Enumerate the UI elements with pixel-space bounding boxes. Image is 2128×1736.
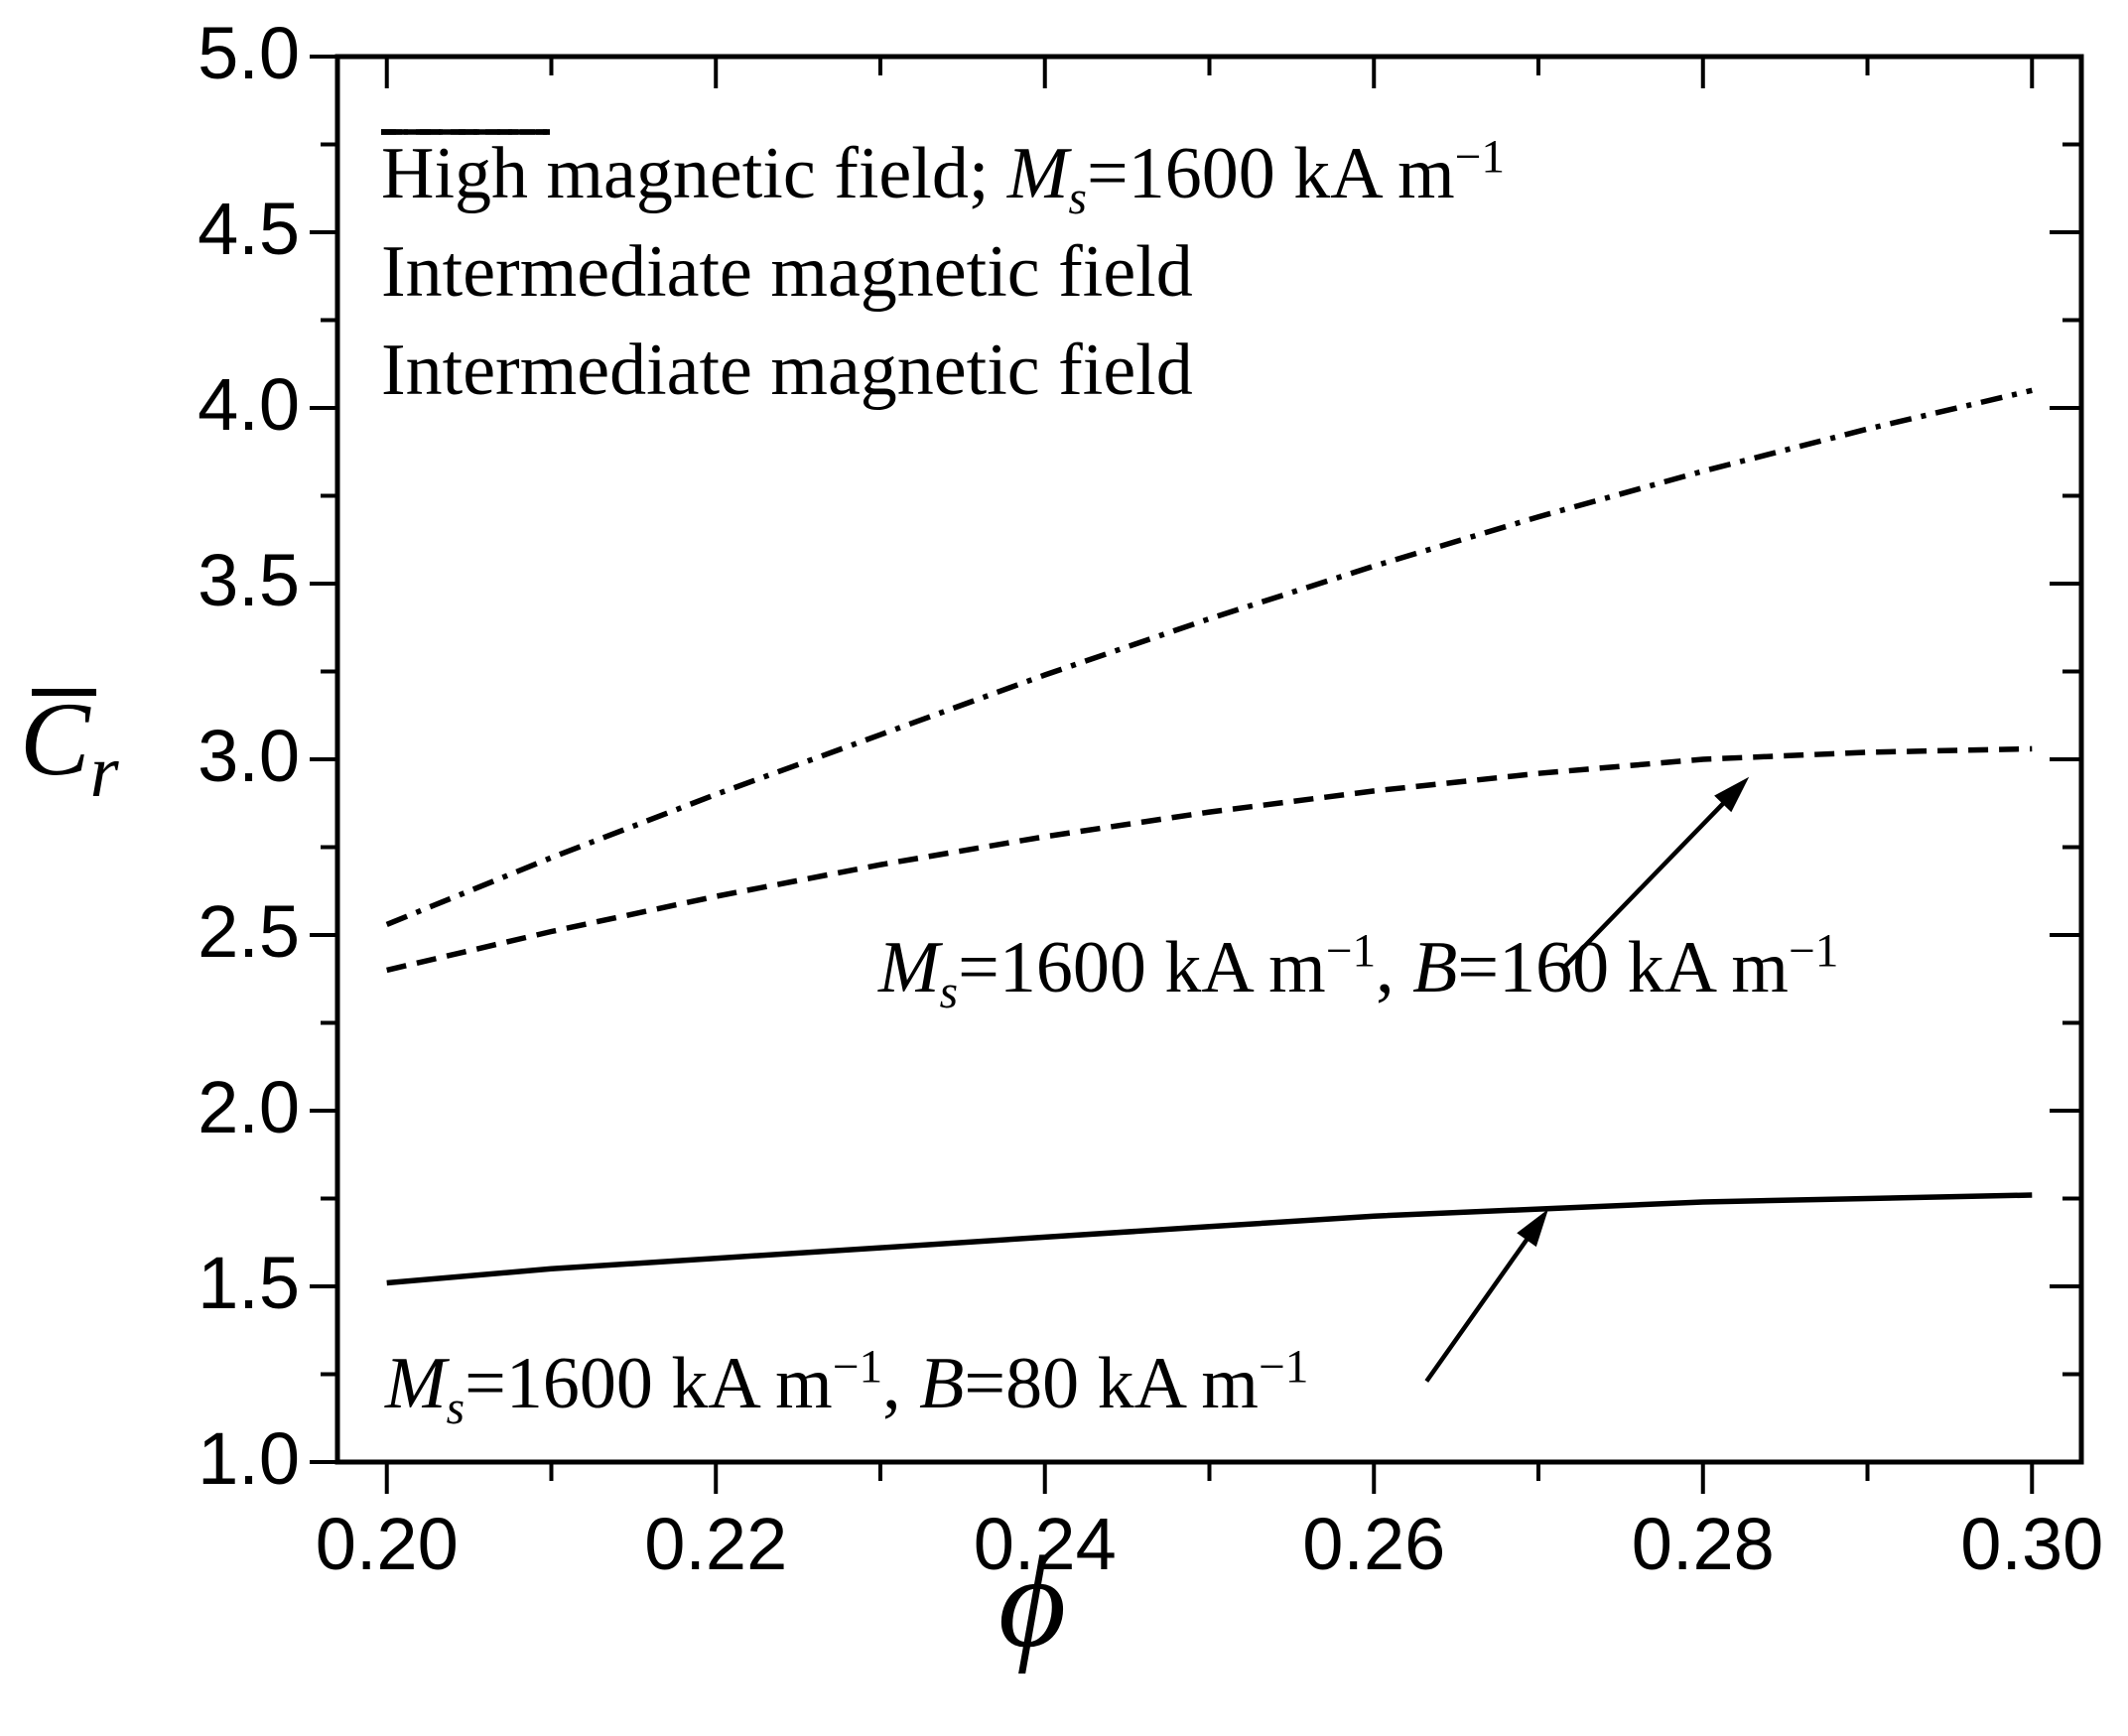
annotation-arrow-b80 — [1424, 1215, 1545, 1383]
legend-swatch-solid — [381, 129, 550, 135]
y-tick-label: 3.5 — [198, 539, 300, 622]
curve-intermediate-b80 — [386, 1192, 2033, 1286]
x-tick-label: 0.20 — [315, 1503, 459, 1585]
curve-intermediate-b160 — [386, 745, 2033, 974]
x-tick-label: 0.28 — [1631, 1503, 1775, 1585]
x-tick-label: 0.26 — [1302, 1503, 1446, 1585]
y-tick-label: 2.0 — [198, 1066, 300, 1149]
y-axis-label: Cr — [20, 681, 119, 810]
y-tick-label: 3.0 — [198, 715, 300, 798]
legend-item: Intermediate magnetic field — [381, 129, 1505, 420]
y-tick-label: 1.5 — [198, 1242, 300, 1325]
y-tick-label: 1.0 — [198, 1417, 300, 1501]
curve-high-magnetic-field — [385, 387, 2033, 927]
legend-label: High magnetic field; Ms=1600 kA m−1 — [381, 131, 1506, 224]
legend-label: Intermediate magnetic field — [381, 231, 1193, 313]
c-overbar: C — [20, 681, 96, 797]
legend: High magnetic field; Ms=1600 kA m−1 Inter… — [381, 125, 1505, 420]
x-tick-label: 0.24 — [973, 1503, 1117, 1585]
y-tick-label: 2.5 — [198, 890, 300, 974]
legend-label: Intermediate magnetic field — [381, 330, 1193, 411]
legend-item: Intermediate magnetic field — [381, 129, 1505, 322]
y-tick-label: 5.0 — [198, 12, 300, 95]
y-tick-label: 4.0 — [198, 363, 300, 447]
annotation-b160: Ms=1600 kA m−1, B=160 kA m−1 — [878, 925, 1839, 1018]
annotation-arrowhead-b80 — [1517, 1209, 1548, 1248]
annotation-arrow-b160 — [1562, 782, 1744, 969]
x-tick-label: 0.22 — [644, 1503, 788, 1585]
annotation-arrowhead-b160 — [1714, 776, 1750, 813]
annotation-b80: Ms=1600 kA m−1, B=80 kA m−1 — [385, 1341, 1309, 1434]
x-axis-label: ϕ — [998, 1529, 1067, 1674]
x-tick-label: 0.30 — [1960, 1503, 2104, 1585]
legend-item: High magnetic field; Ms=1600 kA m−1 — [381, 125, 1505, 223]
y-tick-label: 4.5 — [198, 188, 300, 271]
y-axis-label-subscript: r — [89, 732, 119, 814]
